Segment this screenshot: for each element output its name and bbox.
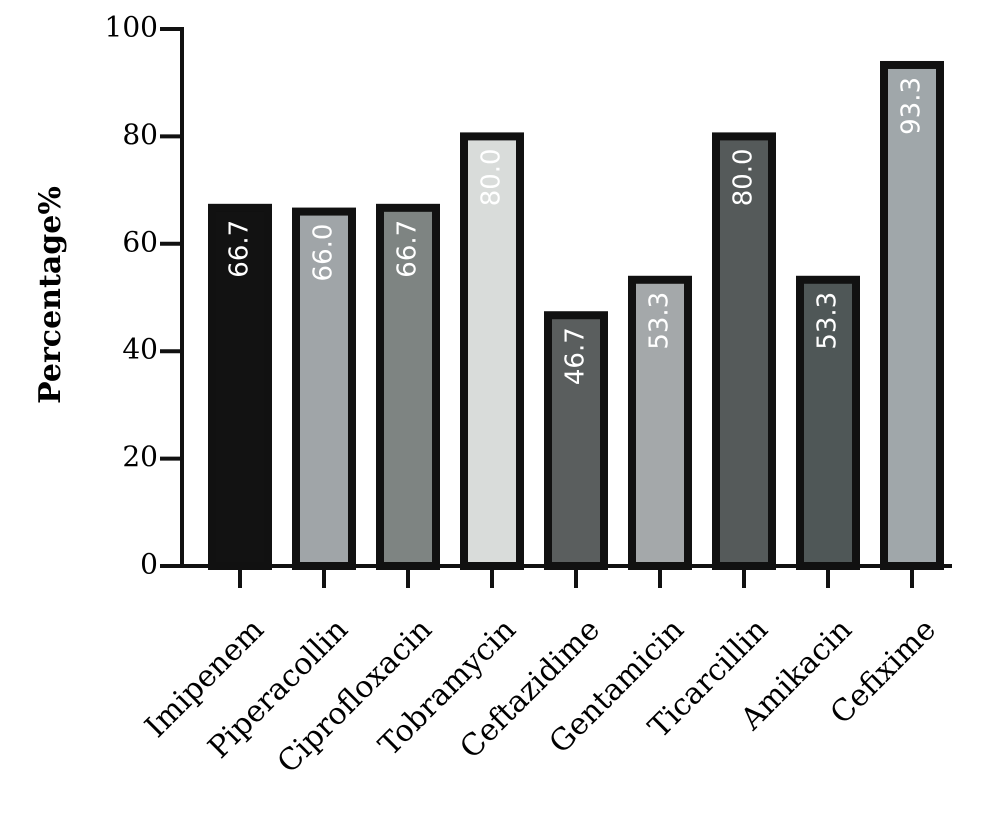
bar <box>208 203 272 570</box>
bar <box>544 311 608 571</box>
value-label: 93.3 <box>897 77 927 135</box>
value-label: 53.3 <box>645 292 675 350</box>
bar <box>880 60 944 570</box>
y-tick-label: 20 <box>122 440 158 473</box>
bar <box>376 203 440 570</box>
y-tick-label: 40 <box>122 333 158 366</box>
value-label: 80.0 <box>477 148 507 206</box>
bar <box>628 275 692 570</box>
y-tick-label: 0 <box>140 548 158 581</box>
bar <box>460 132 524 570</box>
value-label: 66.7 <box>393 220 423 278</box>
y-tick-label: 100 <box>105 11 158 44</box>
value-label: 66.7 <box>225 220 255 278</box>
bar <box>796 275 860 570</box>
y-tick-label: 60 <box>122 225 158 258</box>
bar <box>712 132 776 570</box>
value-label: 53.3 <box>813 292 843 350</box>
y-tick-label: 80 <box>122 118 158 151</box>
value-label: 80.0 <box>729 148 759 206</box>
y-axis-label: Percentage% <box>33 186 68 404</box>
value-label: 66.0 <box>309 224 339 282</box>
value-label: 46.7 <box>561 327 591 385</box>
bar <box>292 207 356 571</box>
